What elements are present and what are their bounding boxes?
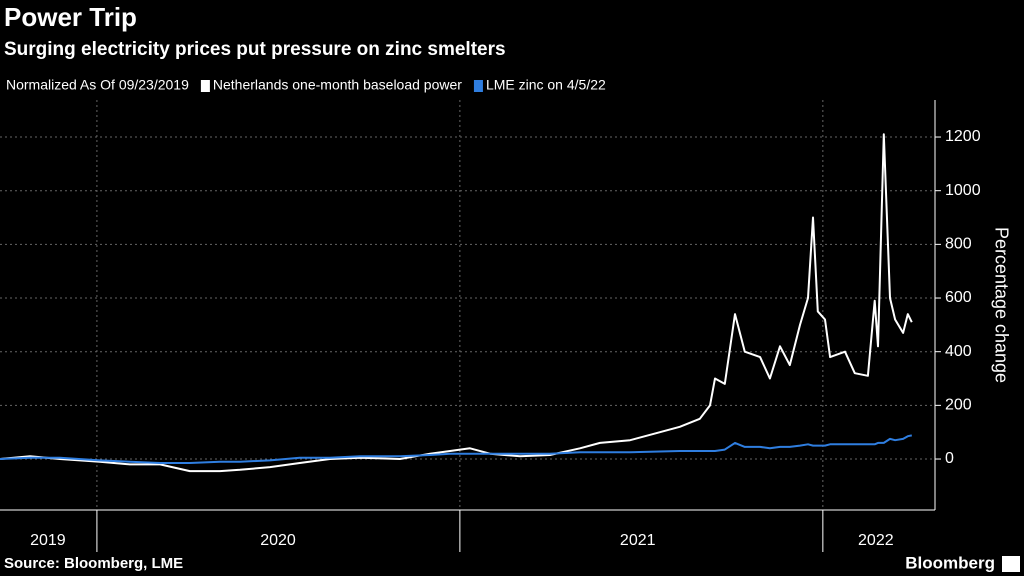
legend-title: Normalized As Of 09/23/2019 <box>6 77 189 93</box>
y-tick-label: 600 <box>945 289 972 306</box>
y-tick-label: 1000 <box>945 182 981 199</box>
y-tick-label: 800 <box>945 236 972 253</box>
x-tick-label: 2020 <box>260 532 296 549</box>
series-line <box>0 434 912 464</box>
y-tick-label: 200 <box>945 397 972 414</box>
source: Source: Bloomberg, LME <box>4 555 183 572</box>
x-tick-label: 2021 <box>620 532 656 549</box>
x-tick-label: 2019 <box>30 532 66 549</box>
x-tick-label: 2022 <box>858 532 894 549</box>
y-tick-label: 1200 <box>945 128 981 145</box>
brand: Bloomberg <box>905 553 995 572</box>
series-line <box>0 133 913 473</box>
y-tick-label: 0 <box>945 450 954 467</box>
legend-swatch <box>473 80 483 92</box>
brand-icon <box>1002 556 1020 572</box>
y-tick-label: 400 <box>945 343 972 360</box>
chart-subtitle: Surging electricity prices put pressure … <box>4 39 506 60</box>
legend-swatch <box>200 80 210 92</box>
y-axis-label: Percentage change <box>991 227 1011 383</box>
legend-label: Netherlands one-month baseload power <box>213 77 462 93</box>
chart-title: Power Trip <box>4 2 137 32</box>
legend-label: LME zinc on 4/5/22 <box>486 77 606 93</box>
